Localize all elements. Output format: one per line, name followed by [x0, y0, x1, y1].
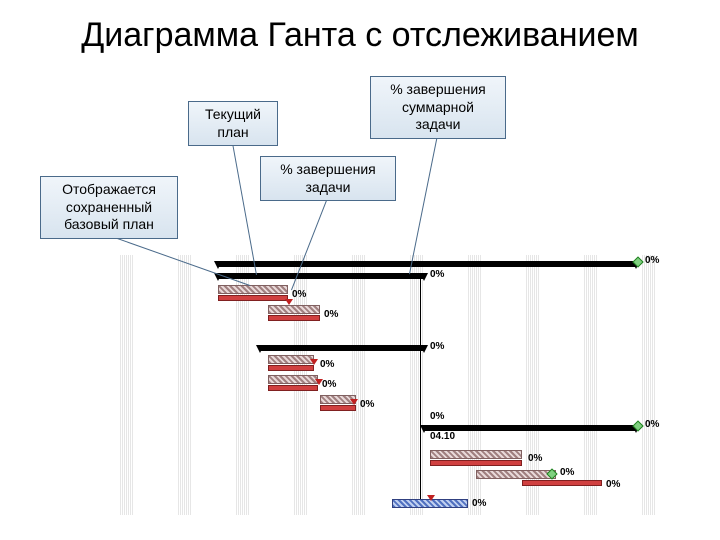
current-bar [320, 405, 356, 411]
percent-label: 0% [324, 309, 338, 320]
current-bar [268, 315, 320, 321]
percent-label: 0% [528, 453, 542, 464]
baseline-bar [268, 355, 314, 364]
callout-task_pct: % завершениязадачи [260, 156, 396, 201]
baseline-bar [218, 285, 288, 294]
baseline-bar [268, 375, 318, 384]
callout-baseline: Отображаетсясохраненныйбазовый план [40, 176, 178, 239]
summary-bar [424, 425, 636, 431]
current-bar [430, 460, 522, 466]
baseline-bar [268, 305, 320, 314]
percent-label: 0% [292, 289, 306, 300]
percent-label: 0% [430, 411, 444, 422]
summary-bar [218, 273, 424, 279]
gantt-chart: 0% 0% 0% 0% 0% 0% 0% 0% 0% 04.10 0% 0% 0% 0% 0% [120, 255, 660, 515]
callout-current: Текущийплан [188, 101, 278, 146]
percent-label: 0% [430, 269, 444, 280]
link-arrow-icon [350, 399, 358, 405]
current-bar [218, 295, 288, 301]
percent-label: 04.10 [430, 431, 455, 442]
percent-label: 0% [606, 479, 620, 490]
link-arrow-icon [310, 359, 318, 365]
summary-bar [218, 261, 636, 267]
percent-label: 0% [472, 498, 486, 509]
percent-label: 0% [560, 467, 574, 478]
percent-label: 0% [322, 379, 336, 390]
callout-sum_pct: % завершениясуммарнойзадачи [370, 76, 506, 139]
baseline-bar [476, 470, 556, 479]
percent-label: 0% [645, 255, 659, 266]
link-arrow-icon [427, 495, 435, 501]
baseline-bar [430, 450, 522, 459]
current-bar [522, 480, 602, 486]
percent-label: 0% [360, 399, 374, 410]
percent-label: 0% [430, 341, 444, 352]
page-title: Диаграмма Ганта с отслеживанием [0, 0, 720, 55]
percent-label: 0% [320, 359, 334, 370]
percent-label: 0% [645, 419, 659, 430]
current-bar [268, 365, 314, 371]
summary-bar [260, 345, 424, 351]
current-bar [268, 385, 318, 391]
